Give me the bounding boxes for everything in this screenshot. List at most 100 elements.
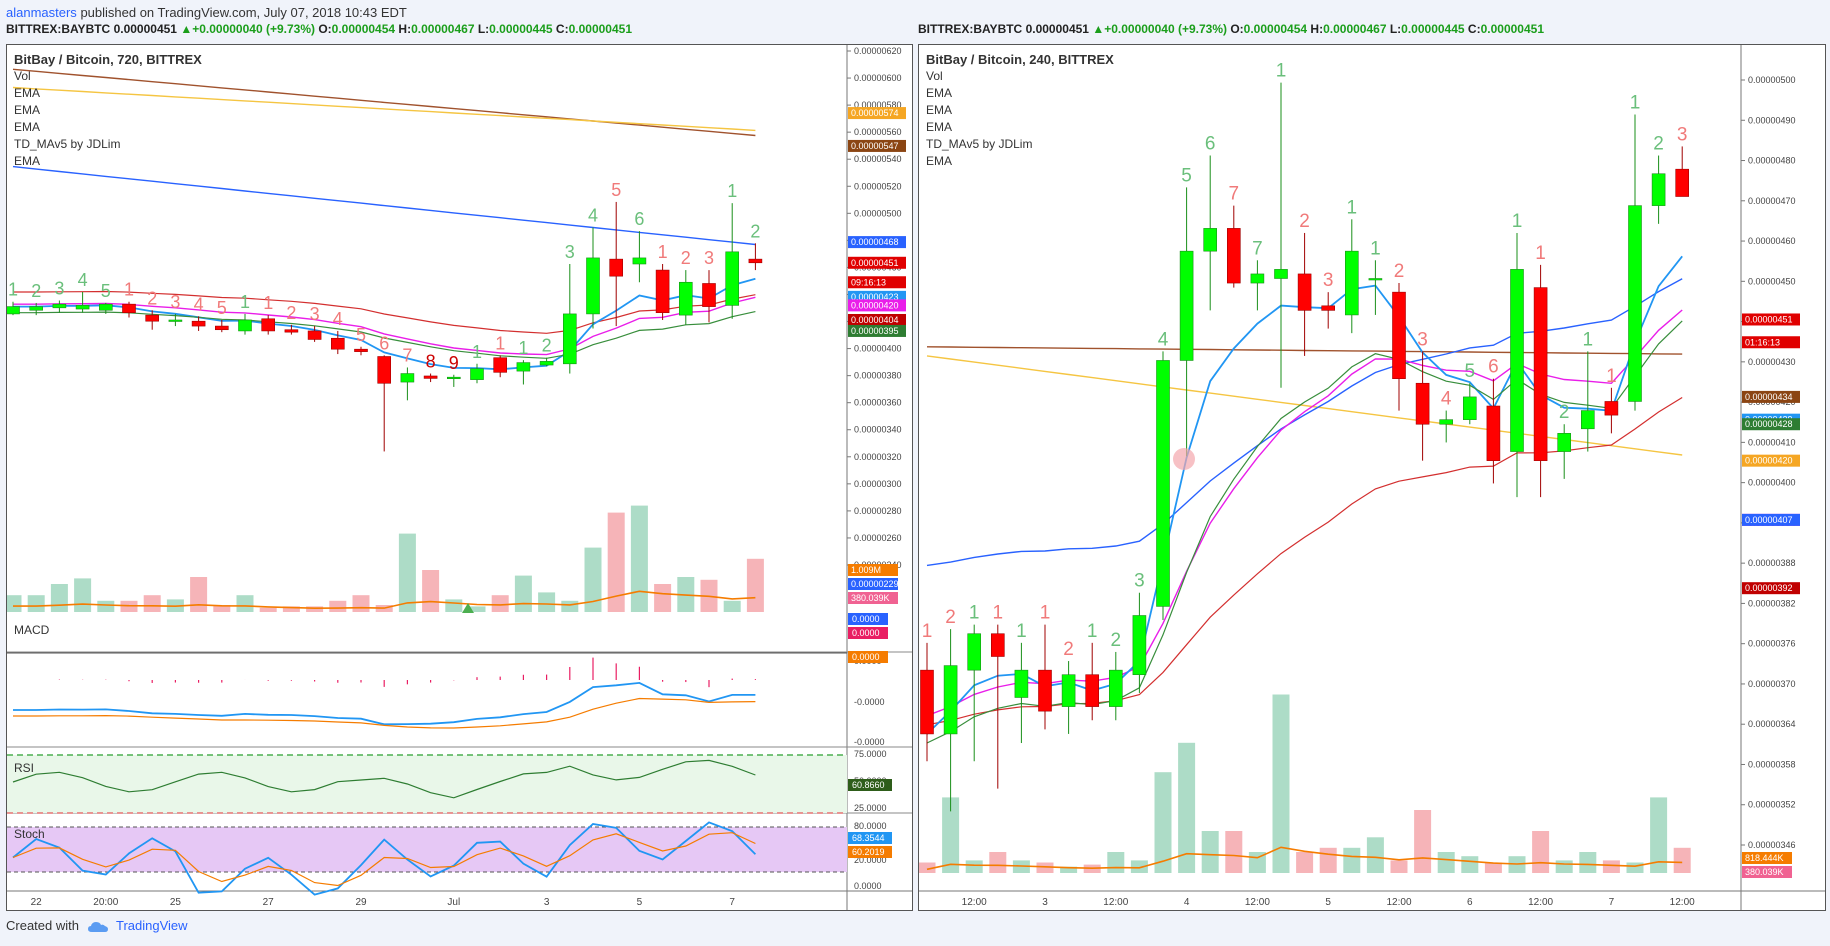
up-triangle-icon: ▲: [180, 22, 193, 36]
volume-ma-line: [926, 846, 1683, 871]
x-tick-label: 12:00: [1245, 897, 1270, 908]
x-tick-label: 4: [1184, 897, 1190, 908]
td-count-label: 1: [1512, 211, 1523, 232]
td-count-label: 4: [78, 270, 88, 290]
legend-ema-2[interactable]: EMA: [926, 103, 953, 117]
legend-ema-3[interactable]: EMA: [926, 120, 953, 134]
symbol-line-right: BITTREX:BAYBTC 0.00000451 ▲+0.00000040 (…: [918, 22, 1544, 36]
td-count-label: 2: [147, 288, 157, 308]
volume-tag-bg: [1742, 866, 1792, 878]
y-tick-label: 0.00000260: [854, 533, 902, 543]
volume-bar: [1060, 866, 1078, 873]
candle-body: [1557, 433, 1572, 452]
legend-ema-4[interactable]: EMA: [926, 154, 953, 168]
td-count-label: 1: [658, 242, 668, 262]
chart-canvas-right[interactable]: 0.00000500 0.00000490 0.00000480 0.00000470…: [919, 45, 1825, 910]
volume-bar: [213, 605, 231, 612]
td-count-label: 4: [1441, 389, 1452, 410]
volume-bar: [1579, 852, 1597, 873]
y-tick-label: 0.00000376: [1748, 639, 1796, 649]
td-count-label: 1: [1040, 603, 1051, 624]
ema-green-line: [13, 311, 756, 359]
legend-td-ma[interactable]: TD_MAv5 by JDLim: [926, 137, 1033, 151]
candle-body: [1675, 168, 1690, 197]
td-count-label: 1: [1583, 329, 1594, 350]
price-tag-label: 0.00000420: [1745, 456, 1793, 466]
price-tag-bg: [848, 139, 906, 152]
candle-body: [215, 325, 229, 331]
candle-body: [586, 257, 600, 315]
up-triangle-icon: ▲: [1092, 22, 1105, 36]
y-tick-label: 0.00000430: [1748, 357, 1796, 367]
price-tag-label: 0.00000407: [1745, 515, 1793, 525]
volume-bar: [919, 862, 936, 873]
legend-ema-3[interactable]: EMA: [14, 120, 41, 134]
candle-body: [1179, 250, 1194, 361]
candle-body: [655, 269, 670, 313]
macd-tag-label: 0.0000: [852, 614, 880, 624]
y-tick-label: 0.00000382: [1748, 598, 1796, 608]
volume-bar: [1532, 831, 1550, 873]
td-count-label: 3: [1134, 571, 1145, 592]
price-tag-label: 0.00000451: [851, 258, 899, 268]
candle-body: [423, 375, 438, 379]
volume-bar: [50, 584, 68, 612]
macd-label: MACD: [14, 623, 50, 637]
price-tag-bg: [848, 107, 906, 120]
price-tag-bg: [1742, 582, 1800, 595]
macd-line: [13, 681, 756, 726]
volume-bar: [1178, 742, 1196, 873]
legend-vol[interactable]: Vol: [14, 69, 31, 83]
publisher-link[interactable]: alanmasters: [6, 5, 77, 20]
candle-body: [562, 313, 577, 365]
legend-ema-2[interactable]: EMA: [14, 103, 41, 117]
candle-body: [75, 305, 90, 310]
td-count-label: 2: [1653, 134, 1664, 155]
legend-vol[interactable]: Vol: [926, 69, 943, 83]
legend-ema-1[interactable]: EMA: [926, 86, 953, 100]
legend-td-ma[interactable]: TD_MAv5 by JDLim: [14, 137, 121, 151]
td-count-label: 1: [727, 181, 737, 201]
macd-tag-bg: [848, 627, 888, 639]
legend-ema-4[interactable]: EMA: [14, 154, 41, 168]
volume-bar: [1319, 847, 1337, 873]
volume-bar: [468, 606, 486, 612]
high-value: 0.00000467: [411, 22, 475, 36]
candle-body: [1604, 401, 1619, 416]
volume-bar: [965, 860, 983, 873]
td-count-label: 4: [588, 205, 598, 225]
ema-green-line: [926, 320, 1683, 744]
chart-canvas-left[interactable]: 0.00000620 0.00000600 0.00000580 0.00000560…: [7, 45, 912, 910]
x-tick-label: Jul: [447, 897, 460, 908]
rsi-label: RSI: [14, 761, 35, 775]
tradingview-link[interactable]: TradingView: [116, 918, 188, 933]
symbol-line-left: BITTREX:BAYBTC 0.00000451 ▲+0.00000040 (…: [6, 22, 632, 36]
x-tick-label: 3: [1042, 897, 1048, 908]
td-count-label: 1: [518, 338, 528, 358]
td-count-label: 2: [681, 248, 691, 268]
stoch-tag-bg: [848, 832, 892, 844]
td-count-label: 3: [310, 304, 320, 324]
volume-bar: [538, 592, 556, 612]
volume-bar: [584, 547, 602, 612]
chart-panel-720[interactable]: 0.00000620 0.00000600 0.00000580 0.00000560…: [6, 44, 913, 911]
volume-bar: [1461, 856, 1479, 873]
stoch-tag-label: 60.2019: [852, 847, 885, 857]
candle-body: [609, 258, 624, 277]
symbol-name: BITTREX:BAYBTC: [6, 22, 111, 36]
td-count-label: 2: [1111, 630, 1122, 651]
y-tick-label: 0.00000480: [1748, 156, 1796, 166]
volume-bar: [352, 595, 370, 612]
td-count-label: 1: [922, 621, 933, 642]
candle-body: [516, 362, 531, 372]
td-count-label: 3: [704, 248, 714, 268]
legend-ema-1[interactable]: EMA: [14, 86, 41, 100]
volume-bar: [329, 600, 347, 612]
chart-panel-240[interactable]: 0.00000500 0.00000490 0.00000480 0.00000470…: [918, 44, 1826, 911]
volume-bar: [654, 584, 672, 612]
rsi-tick-label: 75.0000: [854, 749, 887, 759]
price-tag-bg: [1742, 336, 1800, 349]
volume-bar: [607, 512, 625, 612]
td-count-label: 2: [286, 303, 296, 323]
volume-tag-label: 380.039K: [1745, 867, 1784, 877]
